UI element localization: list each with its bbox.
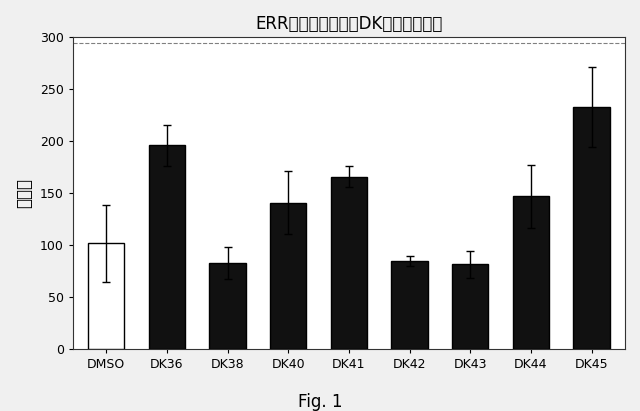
Bar — [148, 145, 185, 349]
Bar — [270, 203, 307, 349]
Text: Fig. 1: Fig. 1 — [298, 393, 342, 411]
Bar — [452, 264, 488, 349]
Y-axis label: 比活性: 比活性 — [15, 178, 33, 208]
Bar — [573, 107, 610, 349]
Bar — [88, 243, 124, 349]
Bar — [331, 177, 367, 349]
Bar — [513, 196, 549, 349]
Title: ERRの活性に対するDK化合物の効果: ERRの活性に対するDK化合物の効果 — [255, 15, 443, 33]
Bar — [209, 263, 246, 349]
Bar — [392, 261, 428, 349]
